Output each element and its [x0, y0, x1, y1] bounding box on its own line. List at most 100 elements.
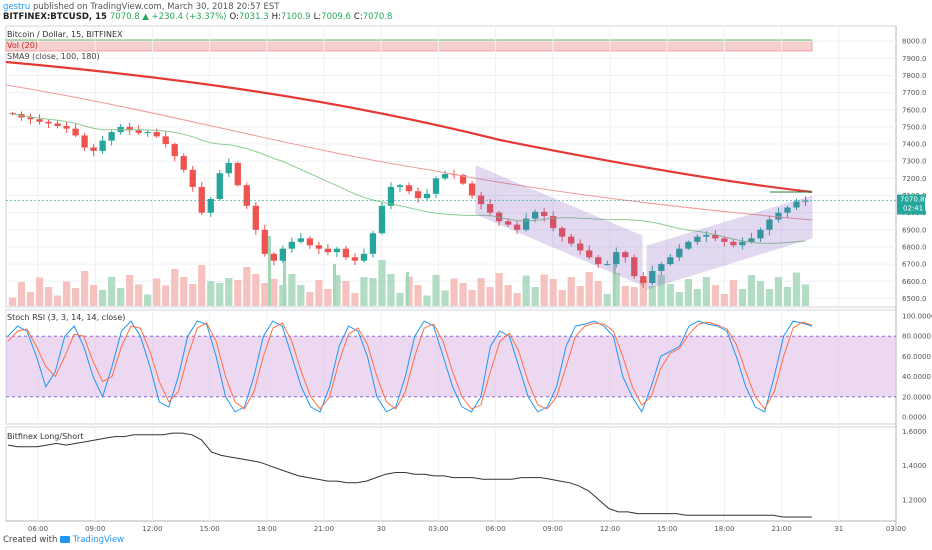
candle-body: [441, 174, 449, 179]
volume-bar: [252, 274, 260, 306]
volume-bar: [729, 280, 738, 306]
candle-body: [207, 198, 214, 213]
volume-bar: [396, 293, 404, 306]
candle-body: [369, 233, 377, 254]
candle-body: [81, 135, 88, 148]
volume-spike: [283, 254, 286, 306]
price-tick-label: 7600.0: [902, 106, 927, 114]
low-label: L:: [313, 12, 322, 22]
candle-body: [9, 113, 16, 115]
candle-body: [676, 248, 683, 258]
candle-body: [297, 238, 305, 242]
close-label: C:: [353, 12, 363, 22]
candle-body: [126, 126, 133, 131]
rsi-tick-label: 40.0000: [902, 373, 931, 381]
volume-bar: [630, 287, 638, 306]
longshort-pane-title: Bitfinex Long/Short: [7, 432, 84, 441]
candle-body: [153, 132, 160, 137]
volume-spike: [613, 258, 616, 306]
candle-body: [225, 162, 232, 174]
price-pane-title: Bitcoin / Dollar, 15, BITFINEX: [7, 30, 123, 39]
volume-spike: [333, 264, 336, 306]
candle-body: [90, 147, 97, 151]
candle-body: [414, 191, 422, 199]
x-tick-label: 31: [834, 525, 843, 533]
candle-body: [234, 162, 241, 186]
candle-body: [387, 186, 395, 206]
volume-bar: [675, 292, 683, 306]
candle-body: [351, 257, 359, 261]
quote-line: BITFINEX:BTCUSD, 15 7070.8 ▲ +230.4 (+3.…: [3, 12, 392, 23]
candle-body: [423, 193, 431, 199]
volume-bar: [80, 271, 89, 306]
volume-bar: [53, 295, 62, 306]
candle-body: [243, 185, 250, 206]
candle-body: [622, 252, 629, 258]
volume-bar: [657, 275, 665, 306]
candle-body: [721, 238, 728, 242]
candle-body: [532, 211, 539, 219]
x-tick-label: 21:00: [314, 525, 334, 533]
author-link[interactable]: gestru: [3, 2, 31, 12]
candle-body: [568, 236, 575, 244]
candle-body: [766, 219, 773, 230]
volume-bar: [603, 294, 611, 306]
candle-body: [432, 178, 440, 194]
price-tick-label: 7400.0: [902, 141, 927, 149]
volume-bar: [234, 280, 242, 306]
candle-body: [631, 257, 638, 277]
ls-tick-label: 1.6000: [902, 428, 927, 436]
volume-bar: [423, 295, 431, 306]
candle-body: [757, 229, 764, 239]
last-price-label: 7070.8: [900, 196, 925, 204]
volume-bar: [44, 287, 53, 306]
candle-body: [613, 252, 620, 265]
volume-spike: [268, 236, 271, 306]
symbol-label: BITFINEX:BTCUSD, 15: [3, 12, 107, 22]
volume-bar: [432, 275, 440, 306]
volume-bar: [126, 275, 134, 306]
volume-bar: [369, 278, 377, 306]
price-tick-label: 6900.0: [902, 226, 927, 234]
candle-body: [405, 185, 413, 192]
candle-body: [522, 218, 530, 230]
high-value: 7100.9: [280, 12, 311, 22]
candle-body: [72, 128, 79, 136]
x-tick-label: 15:00: [200, 525, 220, 533]
footer-brand[interactable]: TradingView: [72, 535, 125, 545]
vol-legend-band: [5, 39, 813, 52]
candle-body: [36, 119, 43, 122]
volume-spike: [406, 272, 409, 306]
candle-body: [577, 243, 584, 251]
candle-body: [63, 126, 70, 129]
price-tick-label: 7500.0: [902, 123, 927, 131]
x-tick-label: 09:00: [85, 525, 105, 533]
volume-bar: [522, 275, 530, 306]
candle-body: [216, 173, 223, 199]
candle-body: [667, 257, 674, 265]
volume-bar: [144, 294, 152, 306]
candle-body: [180, 156, 187, 170]
price-tick-label: 7900.0: [902, 55, 927, 63]
volume-bar: [648, 286, 656, 306]
price-tick-label: 7700.0: [902, 89, 927, 97]
volume-bar: [684, 279, 692, 306]
volume-bar: [702, 277, 710, 306]
sma-short-line: [5, 84, 813, 221]
volume-bar: [585, 272, 593, 306]
footer-created: Created with: [3, 535, 58, 545]
close-value: 7070.8: [362, 12, 393, 22]
candle-body: [541, 211, 548, 217]
volume-bar: [576, 286, 584, 306]
candle-body: [396, 185, 404, 187]
candle-body: [261, 229, 268, 254]
candle-body: [288, 241, 296, 249]
volume-bar: [594, 281, 602, 306]
volume-bar: [189, 284, 197, 306]
volume-bar: [783, 287, 792, 306]
volume-bar: [243, 267, 251, 306]
x-tick-label: 30: [377, 525, 386, 533]
volume-bar: [459, 283, 467, 306]
candle-body: [586, 250, 593, 258]
